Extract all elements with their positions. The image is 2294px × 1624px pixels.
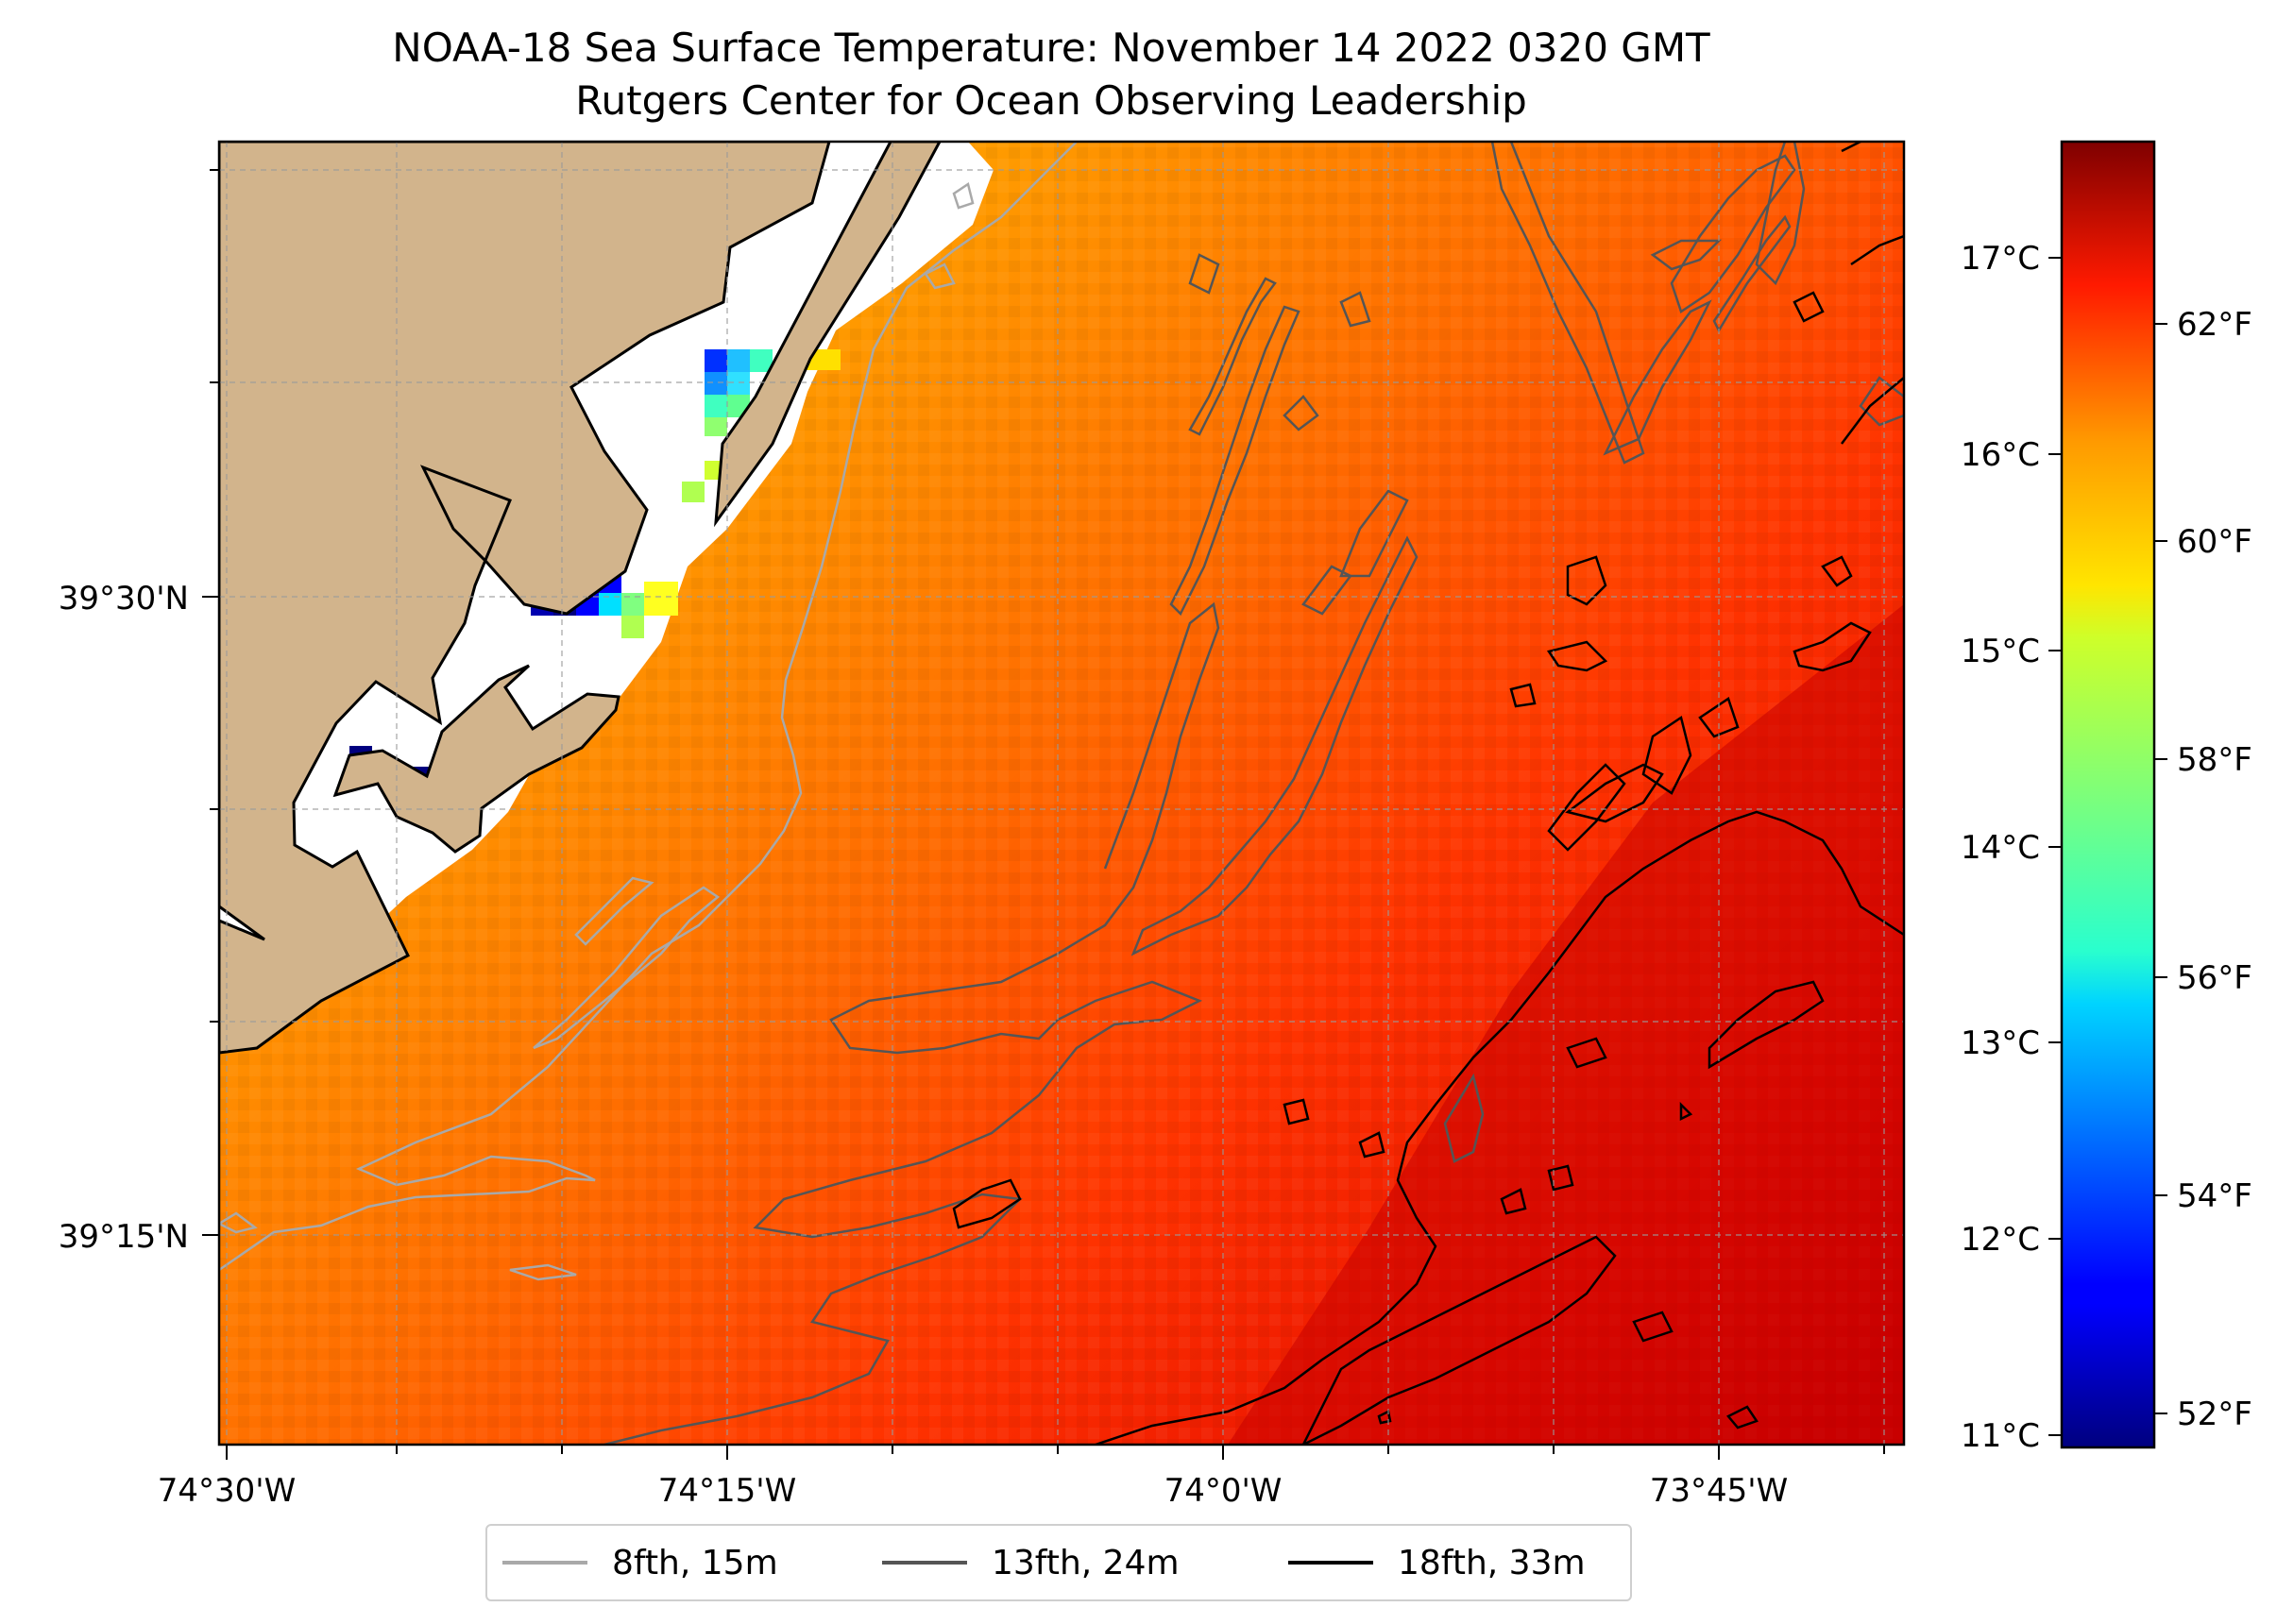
map-title: NOAA-18 Sea Surface Temperature: Novembe… [392, 25, 1710, 71]
cold-pixel [750, 349, 773, 372]
map-subtitle: Rutgers Center for Ocean Observing Leade… [575, 77, 1527, 124]
cold-pixel [727, 372, 750, 395]
legend-line-18fth [1288, 1561, 1373, 1565]
bathymetry-13fth [603, 142, 1904, 1445]
legend-line-13fth [882, 1561, 967, 1565]
cold-pixel [705, 417, 727, 436]
lat-ticks [202, 169, 219, 1236]
fahrenheit-label-54: 54°F [2177, 1177, 2252, 1215]
legend-label-8fth: 8fth, 15m [612, 1543, 778, 1582]
fahrenheit-label-60: 60°F [2177, 523, 2252, 561]
celsius-label-15: 15°C [1961, 633, 2040, 670]
gridlines [219, 142, 1904, 1445]
celsius-label-11: 11°C [1961, 1417, 2040, 1455]
colorbar [2060, 140, 2156, 1449]
lat-label-39-15: 39°15'N [59, 1218, 189, 1256]
bathymetry-8fth [219, 142, 1078, 1281]
legend-item-13fth: 13fth, 24m [882, 1526, 1180, 1599]
map-frame [217, 140, 1906, 1446]
lon-label-73-45: 73°45'W [1650, 1472, 1789, 1510]
legend-line-8fth [502, 1561, 587, 1565]
fahrenheit-label-56: 56°F [2177, 959, 2252, 997]
celsius-ticks [2048, 257, 2062, 1436]
legend-label-18fth: 18fth, 33m [1398, 1543, 1586, 1582]
lon-label-74-0: 74°0'W [1164, 1472, 1283, 1510]
lon-label-74-30: 74°30'W [158, 1472, 297, 1510]
celsius-label-12: 12°C [1961, 1221, 2040, 1259]
map-area [219, 142, 1904, 1445]
celsius-label-13: 13°C [1961, 1024, 2040, 1062]
fahrenheit-label-52: 52°F [2177, 1396, 2252, 1433]
celsius-label-17: 17°C [1961, 240, 2040, 278]
cold-pixel [621, 616, 644, 638]
cold-pixel [705, 349, 727, 372]
cold-pixel [705, 395, 727, 417]
lon-label-74-15: 74°15'W [658, 1472, 797, 1510]
celsius-label-14: 14°C [1961, 829, 2040, 867]
cold-pixel [682, 482, 705, 502]
cold-pixel [727, 349, 750, 372]
land-barrier-island [714, 142, 942, 528]
fahrenheit-label-58: 58°F [2177, 741, 2252, 779]
lon-ticks [226, 1445, 1885, 1460]
fahrenheit-ticks [2154, 323, 2167, 1414]
lat-label-39-30: 39°30'N [59, 580, 189, 617]
cold-pixel [705, 372, 727, 395]
celsius-label-16: 16°C [1961, 436, 2040, 474]
legend-label-13fth: 13fth, 24m [992, 1543, 1180, 1582]
land-peninsula [332, 664, 620, 854]
legend-item-8fth: 8fth, 15m [502, 1526, 778, 1599]
legend-item-18fth: 18fth, 33m [1288, 1526, 1586, 1599]
fahrenheit-label-62: 62°F [2177, 306, 2252, 344]
legend: 8fth, 15m 13fth, 24m 18fth, 33m [485, 1524, 1632, 1601]
cold-pixel [644, 582, 678, 616]
